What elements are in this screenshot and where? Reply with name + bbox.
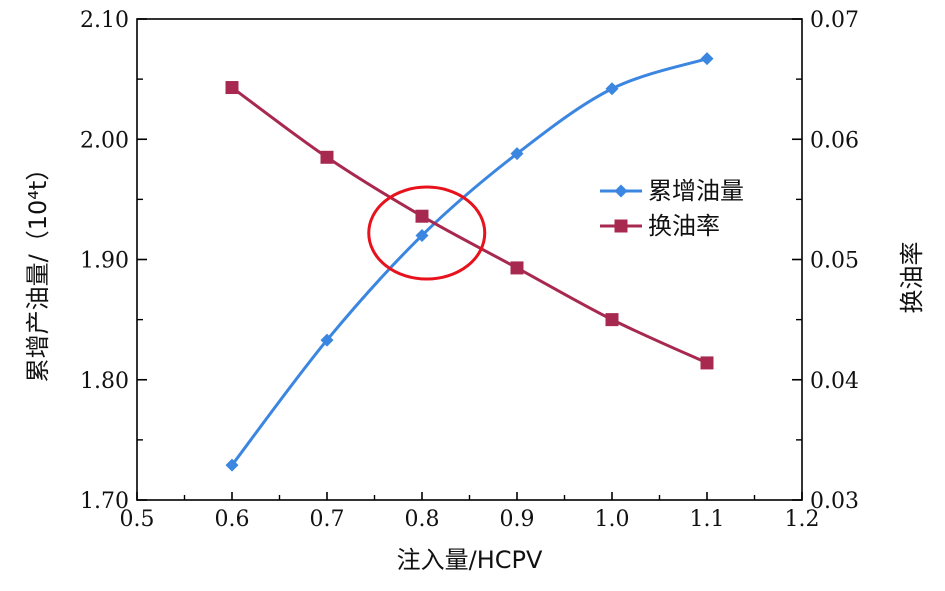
right-y-tick-label: 0.04 <box>810 369 859 394</box>
cumulative-oil-line <box>230 57 708 467</box>
right-y-tick-label: 0.03 <box>810 489 859 514</box>
legend-cumulative-oil-label: 累增油量 <box>648 177 744 205</box>
legend-oil-exchange-rate-label: 换油率 <box>648 212 720 240</box>
highlight-circle <box>367 185 487 281</box>
x-tick-label: 1.0 <box>595 507 630 532</box>
oil-exchange-rate-point <box>700 356 714 370</box>
cumulative-oil-point <box>225 458 239 472</box>
right-y-tick-label: 0.07 <box>810 8 859 33</box>
cumulative-oil-point <box>510 147 524 161</box>
oil-exchange-rate-point <box>510 261 524 275</box>
cumulative-oil-point <box>415 228 429 242</box>
oil-exchange-rate-point <box>605 313 619 327</box>
cumulative-oil-point <box>320 333 334 347</box>
annotation-layer <box>367 185 487 281</box>
left-y-tick-label: 1.90 <box>80 249 129 274</box>
left-y-tick-label: 1.70 <box>80 489 129 514</box>
x-tick-label: 0.6 <box>215 507 250 532</box>
right-y-axis-label: 换油率 <box>898 242 926 314</box>
x-tick-label: 0.7 <box>310 507 345 532</box>
oil-exchange-rate-point <box>415 209 429 223</box>
x-tick-label: 0.5 <box>120 507 155 532</box>
series-layer <box>225 52 714 472</box>
x-tick-label: 1.2 <box>785 507 820 532</box>
x-axis-label: 注入量/HCPV <box>397 546 543 574</box>
x-tick-label: 0.9 <box>500 507 535 532</box>
oil-exchange-rate-point <box>225 81 239 95</box>
x-tick-label: 1.1 <box>690 507 725 532</box>
left-y-tick-label: 2.00 <box>80 128 129 153</box>
oil-exchange-rate-point <box>320 150 334 164</box>
right-y-tick-label: 0.05 <box>810 249 859 274</box>
oil-exchange-rate-line <box>231 86 708 365</box>
axes: 0.5 0.6 0.7 0.8 0.9 1.0 1.1 1.2 1.70 1.80 1.90 2.00… <box>80 8 859 532</box>
cumulative-oil-point <box>700 52 714 66</box>
legend-oil-exchange-rate-marker <box>614 219 628 233</box>
right-y-tick-label: 0.06 <box>810 128 859 153</box>
x-tick-label: 0.8 <box>405 507 440 532</box>
left-y-tick-label: 1.80 <box>80 369 129 394</box>
left-y-tick-label: 2.10 <box>80 8 129 33</box>
left-y-axis-label: 累增产油量/（10⁴t） <box>24 157 52 383</box>
cumulative-oil-point <box>605 82 619 96</box>
legend-cumulative-oil-marker <box>614 184 628 198</box>
